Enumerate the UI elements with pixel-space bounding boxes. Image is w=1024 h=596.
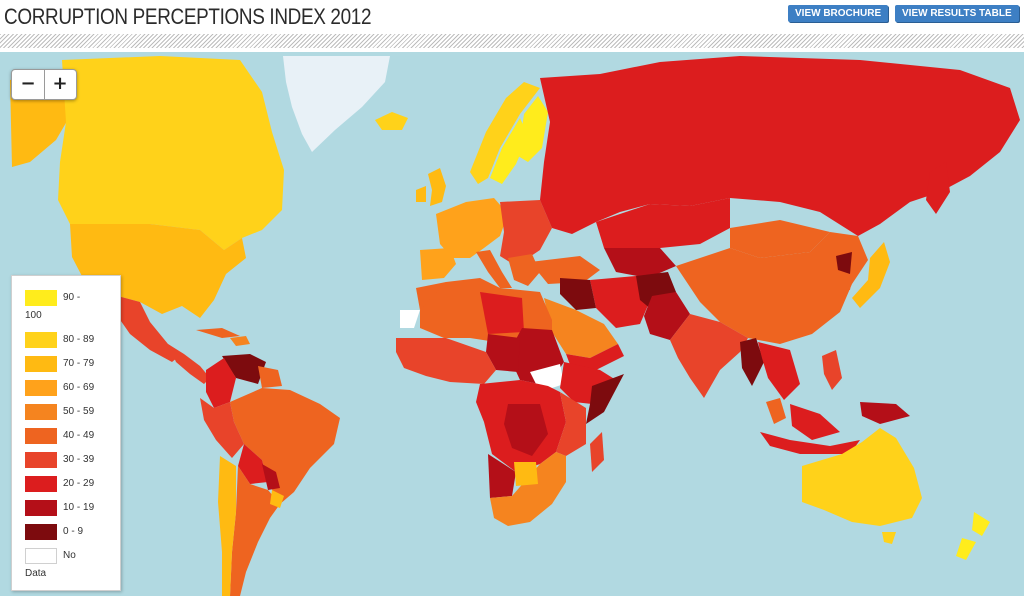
legend-label: 30 - 39 <box>63 454 95 465</box>
legend: 90 - 100 80 - 89 70 - 79 60 - 69 50 - 59… <box>11 275 121 591</box>
myanmar[interactable] <box>740 338 764 386</box>
yemen-oman[interactable] <box>566 344 624 370</box>
zoom-out-button[interactable]: − <box>12 70 45 99</box>
norway[interactable] <box>470 82 540 184</box>
legend-label: 40 - 49 <box>63 430 95 441</box>
libya[interactable] <box>480 292 524 334</box>
west-africa[interactable] <box>396 338 496 384</box>
venezuela[interactable] <box>222 354 266 384</box>
mongolia[interactable] <box>730 220 830 258</box>
iberia[interactable] <box>420 248 456 280</box>
afghanistan[interactable] <box>636 272 676 310</box>
header: CORRUPTION PERCEPTIONS INDEX 2012 VIEW B… <box>0 0 1024 34</box>
greenland[interactable] <box>283 56 390 152</box>
legend-swatch <box>25 452 57 468</box>
somalia[interactable] <box>586 374 624 424</box>
drc[interactable] <box>504 404 548 456</box>
legend-label-cont: 100 <box>25 310 42 321</box>
western-europe[interactable] <box>436 198 508 258</box>
canada[interactable] <box>58 56 284 250</box>
balkans[interactable] <box>508 254 540 286</box>
legend-label: 70 - 79 <box>63 358 95 369</box>
central-asia[interactable] <box>604 248 676 278</box>
botswana[interactable] <box>514 462 538 486</box>
ireland[interactable] <box>416 186 426 202</box>
australia[interactable] <box>802 428 922 526</box>
view-brochure-button[interactable]: VIEW BROCHURE <box>788 5 889 22</box>
north-korea[interactable] <box>836 252 852 274</box>
finland[interactable] <box>518 96 548 162</box>
peru[interactable] <box>200 398 244 458</box>
kazakhstan[interactable] <box>596 198 730 252</box>
world-map[interactable]: − + 90 - 100 80 - 89 70 - 79 60 - 69 50 … <box>0 52 1024 596</box>
cuba[interactable] <box>196 328 240 338</box>
madagascar[interactable] <box>590 432 604 472</box>
legend-swatch <box>25 476 57 492</box>
china[interactable] <box>676 232 868 344</box>
sweden[interactable] <box>490 118 528 184</box>
uruguay[interactable] <box>270 490 284 508</box>
legend-label: 80 - 89 <box>63 334 95 345</box>
legend-swatch <box>25 380 57 396</box>
legend-swatch <box>25 290 57 306</box>
legend-label: 90 - <box>63 292 81 303</box>
legend-swatch <box>25 500 57 516</box>
malaysia[interactable] <box>766 398 786 424</box>
legend-label: 10 - 19 <box>63 502 95 513</box>
pakistan[interactable] <box>644 292 690 340</box>
header-divider <box>0 34 1024 48</box>
india[interactable] <box>670 314 748 398</box>
colombia[interactable] <box>206 358 236 408</box>
guyanas[interactable] <box>258 366 282 388</box>
iceland[interactable] <box>375 112 408 130</box>
southern-africa[interactable] <box>490 452 566 526</box>
caribbean-islands[interactable] <box>230 336 250 346</box>
uk[interactable] <box>428 168 446 206</box>
new-zealand[interactable] <box>956 512 990 560</box>
turkey[interactable] <box>530 256 600 284</box>
legend-swatch <box>25 548 57 564</box>
map-canvas[interactable] <box>0 52 1024 596</box>
iran[interactable] <box>590 276 652 328</box>
iraq[interactable] <box>560 278 596 310</box>
legend-label-cont: Data <box>25 568 47 579</box>
legend-swatch <box>25 428 57 444</box>
papua-new-guinea[interactable] <box>860 402 910 424</box>
bolivia[interactable] <box>238 444 268 484</box>
kamchatka[interactable] <box>926 162 950 214</box>
legend-label: 0 - 9 <box>63 526 84 537</box>
central-america[interactable] <box>168 344 210 384</box>
legend-label: No <box>63 550 76 561</box>
italy[interactable] <box>476 250 512 288</box>
page-title: CORRUPTION PERCEPTIONS INDEX 2012 <box>4 4 372 29</box>
view-results-table-button[interactable]: VIEW RESULTS TABLE <box>895 5 1019 22</box>
chad[interactable] <box>486 334 520 372</box>
legend-swatch <box>25 524 57 540</box>
brazil[interactable] <box>230 388 340 504</box>
tasmania[interactable] <box>882 532 896 544</box>
legend-label: 20 - 29 <box>63 478 95 489</box>
angola[interactable] <box>488 454 516 498</box>
legend-swatch <box>25 356 57 372</box>
russia[interactable] <box>540 56 1020 236</box>
legend-swatch <box>25 404 57 420</box>
philippines[interactable] <box>822 350 842 390</box>
chile[interactable] <box>218 456 236 596</box>
saudi-arabia[interactable] <box>544 298 618 358</box>
zoom-in-button[interactable]: + <box>52 73 68 94</box>
indonesia[interactable] <box>760 404 860 454</box>
legend-label: 60 - 69 <box>63 382 95 393</box>
legend-swatch <box>25 332 57 348</box>
zoom-control: − + <box>11 69 77 100</box>
western-sahara[interactable] <box>400 310 420 328</box>
argentina[interactable] <box>230 466 280 596</box>
japan[interactable] <box>852 242 890 308</box>
legend-label: 50 - 59 <box>63 406 95 417</box>
indochina[interactable] <box>758 342 800 400</box>
east-africa[interactable] <box>556 392 586 456</box>
eastern-europe[interactable] <box>500 200 552 266</box>
south-korea[interactable] <box>840 274 852 290</box>
paraguay[interactable] <box>262 464 280 490</box>
